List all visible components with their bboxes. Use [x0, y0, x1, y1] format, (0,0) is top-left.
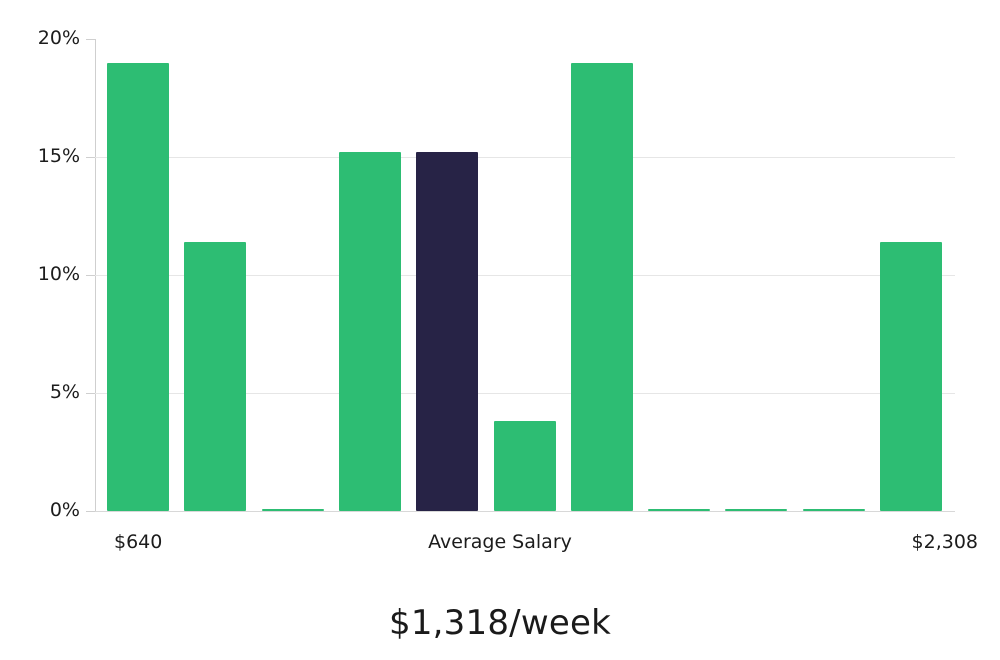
bar-11[interactable] [880, 241, 942, 511]
y-tick-label-wrap-0: 0% [0, 501, 80, 520]
x-axis-max-label: $2,308 [911, 531, 978, 553]
bar-6[interactable] [493, 421, 556, 511]
y-tick-label-10: 10% [37, 263, 80, 285]
y-tick-label-wrap-20: 20% [0, 29, 80, 48]
y-tick-15 [86, 157, 95, 158]
bar-4[interactable] [338, 152, 401, 511]
bar-2[interactable] [184, 241, 247, 511]
gridline-0 [95, 511, 955, 512]
bar-8[interactable] [648, 508, 711, 511]
y-tick-5 [86, 393, 95, 394]
y-tick-label-20: 20% [37, 27, 80, 49]
y-tick-label-0: 0% [49, 499, 80, 521]
y-tick-label-wrap-5: 5% [0, 383, 80, 402]
x-axis-min-label: $640 [114, 531, 163, 553]
chart-title: $1,318/week [389, 603, 611, 643]
y-tick-label-15: 15% [37, 145, 80, 167]
gridline-5 [95, 393, 955, 394]
y-tick-10 [86, 275, 95, 276]
bar-3[interactable] [261, 508, 324, 511]
x-axis-title: Average Salary [428, 531, 572, 553]
gridline-15 [95, 157, 955, 158]
bar-9[interactable] [725, 508, 788, 511]
gridline-10 [95, 275, 955, 276]
y-tick-label-wrap-15: 15% [0, 147, 80, 166]
y-tick-20 [86, 39, 95, 40]
bar-1[interactable] [107, 62, 169, 511]
bar-7[interactable] [570, 62, 633, 511]
y-tick-label-wrap-10: 10% [0, 265, 80, 284]
y-tick-label-5: 5% [49, 381, 80, 403]
plot-area [95, 39, 955, 512]
bar-10[interactable] [802, 508, 865, 511]
y-tick-0 [86, 511, 95, 512]
bar-5[interactable] [416, 152, 479, 511]
